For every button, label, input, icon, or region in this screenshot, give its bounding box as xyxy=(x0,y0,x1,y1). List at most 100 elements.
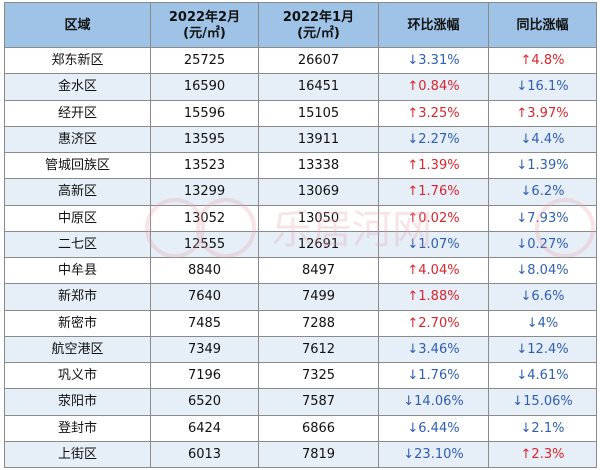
jan-price-cell: 7499 xyxy=(258,283,379,311)
table-row: 登封市 6424 6866 ↓6.44% ↓2.1% xyxy=(4,414,597,442)
mom-change-cell: ↓6.44% xyxy=(378,414,489,442)
region-cell: 中原区 xyxy=(4,204,151,232)
region-cell: 新郑市 xyxy=(4,283,151,311)
feb-price-cell: 7196 xyxy=(150,361,259,390)
feb-price-cell: 7640 xyxy=(150,283,259,311)
feb-price-cell: 7349 xyxy=(150,335,259,364)
table-row: 新密市 7485 7288 ↑2.70% ↓4% xyxy=(4,309,597,337)
region-cell: 惠济区 xyxy=(4,125,151,154)
price-table: 区域 2022年2月 (元/㎡) 2022年1月 (元/㎡) 环比涨幅 同比涨幅 郑… xyxy=(4,2,597,469)
yoy-change-cell: ↓4.61% xyxy=(488,361,597,390)
jan-price-cell: 13911 xyxy=(258,125,379,154)
feb-price-cell: 13299 xyxy=(150,178,259,206)
jan-price-cell: 7819 xyxy=(258,440,379,469)
mom-change-cell: ↓1.76% xyxy=(378,361,489,390)
region-cell: 管城回族区 xyxy=(4,151,151,180)
mom-change-cell: ↑3.25% xyxy=(378,99,489,127)
table-row: 金水区 16590 16451 ↑0.84% ↓16.1% xyxy=(4,73,597,101)
region-cell: 经开区 xyxy=(4,99,151,127)
yoy-change-cell: ↓7.93% xyxy=(488,204,597,232)
feb-price-cell: 6424 xyxy=(150,414,259,442)
header-row: 区域 2022年2月 (元/㎡) 2022年1月 (元/㎡) 环比涨幅 同比涨幅 xyxy=(4,2,597,48)
mom-change-cell: ↓23.10% xyxy=(378,440,489,469)
feb-price-cell: 16590 xyxy=(150,73,259,101)
jan-price-cell: 13338 xyxy=(258,151,379,180)
mom-change-cell: ↓2.27% xyxy=(378,125,489,154)
jan-price-cell: 16451 xyxy=(258,73,379,101)
jan-price-cell: 7325 xyxy=(258,361,379,390)
mom-change-cell: ↑1.39% xyxy=(378,151,489,180)
yoy-change-cell: ↓16.1% xyxy=(488,73,597,101)
table-row: 高新区 13299 13069 ↑1.76% ↓6.2% xyxy=(4,178,597,206)
region-cell: 新密市 xyxy=(4,309,151,337)
yoy-change-cell: ↑2.3% xyxy=(488,440,597,469)
mom-change-cell: ↑0.02% xyxy=(378,204,489,232)
feb-price-cell: 6013 xyxy=(150,440,259,469)
mom-change-cell: ↑2.70% xyxy=(378,309,489,337)
jan-price-cell: 15105 xyxy=(258,99,379,127)
mom-change-cell: ↑1.76% xyxy=(378,178,489,206)
table-row: 新郑市 7640 7499 ↑1.88% ↓6.6% xyxy=(4,283,597,311)
feb-price-cell: 15596 xyxy=(150,99,259,127)
table-row: 荥阳市 6520 7587 ↓14.06% ↓15.06% xyxy=(4,388,597,416)
yoy-change-cell: ↑3.97% xyxy=(488,99,597,127)
table-row: 经开区 15596 15105 ↑3.25% ↑3.97% xyxy=(4,99,597,127)
jan-price-cell: 12691 xyxy=(258,230,379,259)
feb-price-cell: 7485 xyxy=(150,309,259,337)
mom-change-cell: ↓14.06% xyxy=(378,388,489,416)
yoy-change-cell: ↓12.4% xyxy=(488,335,597,364)
jan-price-cell: 8497 xyxy=(258,256,379,285)
table-row: 航空港区 7349 7612 ↓3.46% ↓12.4% xyxy=(4,335,597,364)
table-row: 上街区 6013 7819 ↓23.10% ↑2.3% xyxy=(4,440,597,469)
yoy-change-cell: ↓0.27% xyxy=(488,230,597,259)
region-cell: 金水区 xyxy=(4,73,151,101)
jan-price-cell: 7587 xyxy=(258,388,379,416)
yoy-change-cell: ↓4.4% xyxy=(488,125,597,154)
table-row: 惠济区 13595 13911 ↓2.27% ↓4.4% xyxy=(4,125,597,154)
region-cell: 高新区 xyxy=(4,178,151,206)
yoy-change-cell: ↑4.8% xyxy=(488,46,597,75)
jan-price-cell: 13069 xyxy=(258,178,379,206)
jan-price-cell: 6866 xyxy=(258,414,379,442)
feb-price-cell: 13595 xyxy=(150,125,259,154)
yoy-change-cell: ↓1.39% xyxy=(488,151,597,180)
yoy-change-cell: ↓15.06% xyxy=(488,388,597,416)
region-cell: 郑东新区 xyxy=(4,46,151,75)
table-row: 二七区 12555 12691 ↓1.07% ↓0.27% xyxy=(4,230,597,259)
table-row: 郑东新区 25725 26607 ↓3.31% ↑4.8% xyxy=(4,46,597,75)
yoy-change-cell: ↓6.6% xyxy=(488,283,597,311)
header-jan-price: 2022年1月 (元/㎡) xyxy=(258,2,379,48)
region-cell: 中牟县 xyxy=(4,256,151,285)
jan-price-cell: 26607 xyxy=(258,46,379,75)
mom-change-cell: ↑4.04% xyxy=(378,256,489,285)
region-cell: 二七区 xyxy=(4,230,151,259)
table-row: 管城回族区 13523 13338 ↑1.39% ↓1.39% xyxy=(4,151,597,180)
header-feb-price: 2022年2月 (元/㎡) xyxy=(150,2,259,48)
table-row: 中原区 13052 13050 ↑0.02% ↓7.93% xyxy=(4,204,597,232)
table-row: 巩义市 7196 7325 ↓1.76% ↓4.61% xyxy=(4,361,597,390)
feb-price-cell: 13523 xyxy=(150,151,259,180)
region-cell: 巩义市 xyxy=(4,361,151,390)
yoy-change-cell: ↓4% xyxy=(488,309,597,337)
mom-change-cell: ↑0.84% xyxy=(378,73,489,101)
region-cell: 登封市 xyxy=(4,414,151,442)
mom-change-cell: ↓3.31% xyxy=(378,46,489,75)
region-cell: 荥阳市 xyxy=(4,388,151,416)
yoy-change-cell: ↓8.04% xyxy=(488,256,597,285)
table-row: 中牟县 8840 8497 ↑4.04% ↓8.04% xyxy=(4,256,597,285)
feb-price-cell: 13052 xyxy=(150,204,259,232)
mom-change-cell: ↓3.46% xyxy=(378,335,489,364)
mom-change-cell: ↓1.07% xyxy=(378,230,489,259)
feb-price-cell: 8840 xyxy=(150,256,259,285)
region-cell: 上街区 xyxy=(4,440,151,469)
jan-price-cell: 7288 xyxy=(258,309,379,337)
feb-price-cell: 25725 xyxy=(150,46,259,75)
table-body: 郑东新区 25725 26607 ↓3.31% ↑4.8% 金水区 16590 16451 ↑0… xyxy=(4,46,597,469)
jan-price-cell: 13050 xyxy=(258,204,379,232)
header-mom: 环比涨幅 xyxy=(378,2,489,48)
jan-price-cell: 7612 xyxy=(258,335,379,364)
mom-change-cell: ↑1.88% xyxy=(378,283,489,311)
yoy-change-cell: ↓2.1% xyxy=(488,414,597,442)
header-region: 区域 xyxy=(4,2,151,48)
feb-price-cell: 6520 xyxy=(150,388,259,416)
